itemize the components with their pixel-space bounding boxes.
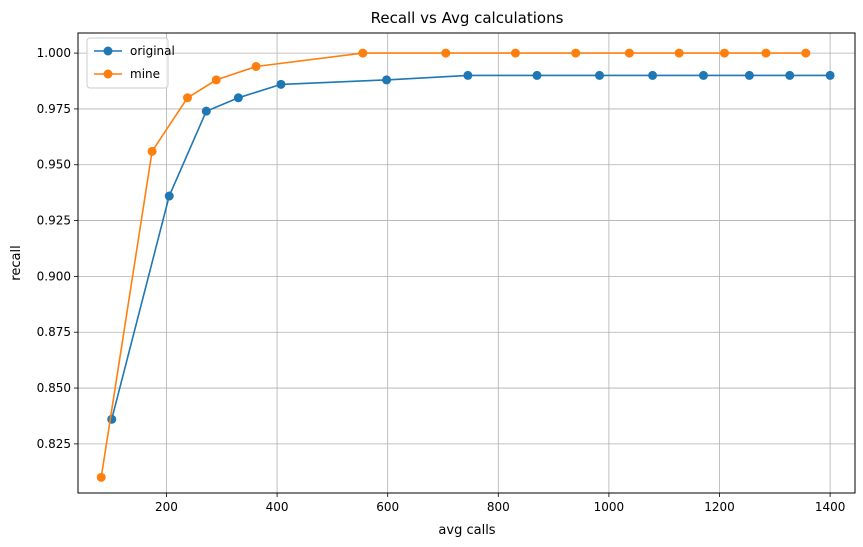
x-tick-label: 200 [155,500,178,514]
x-tick-label: 1000 [594,500,625,514]
y-tick-label: 1.000 [37,46,71,60]
y-tick-label: 0.925 [37,214,71,228]
data-point [382,75,392,85]
legend-marker [103,46,113,56]
plot-frame [77,32,856,494]
legend-label: mine [130,67,160,81]
data-point [164,191,174,201]
data-point [510,48,520,58]
data-point [761,48,771,58]
y-axis-label: recall [9,245,24,280]
legend-marker [103,69,113,79]
y-tick-label: 0.850 [37,381,71,395]
series-line [100,52,806,478]
legend-label: original [130,44,175,58]
data-point [201,106,211,116]
data-point [147,146,157,156]
legend: original mine [86,37,175,89]
y-tick-label: 0.900 [37,269,71,283]
data-point [276,79,286,89]
x-axis: 200 400 600 800 1000 1200 1400 [155,493,845,514]
x-tick-label: 400 [266,500,289,514]
data-point [441,48,451,58]
series-layer [96,48,835,482]
data-point [648,70,658,80]
data-point [532,70,542,80]
data-point [744,70,754,80]
y-tick-label: 0.950 [37,158,71,172]
y-tick-label: 0.975 [37,102,71,116]
data-point [698,70,708,80]
series-mine [96,48,811,482]
grid [78,33,855,493]
data-point [825,70,835,80]
data-point [182,93,192,103]
x-axis-label: avg calls [438,523,495,538]
data-point [674,48,684,58]
data-point [211,75,221,85]
series-original [107,70,835,424]
x-tick-label: 800 [487,500,510,514]
chart-title: Recall vs Avg calculations [371,9,564,27]
data-point [785,70,795,80]
data-point [463,70,473,80]
x-tick-label: 1400 [815,500,846,514]
data-point [801,48,811,58]
x-tick-label: 600 [376,500,399,514]
y-tick-label: 0.875 [37,325,71,339]
y-tick-label: 0.825 [37,437,71,451]
series-line [110,74,831,420]
data-point [595,70,605,80]
data-point [624,48,634,58]
data-point [251,61,261,71]
x-tick-label: 1200 [704,500,735,514]
data-point [571,48,581,58]
data-point [96,472,106,482]
data-point [233,93,243,103]
data-point [719,48,729,58]
y-axis: 0.825 0.850 0.875 0.900 0.925 0.950 0.975 1.000 [37,46,78,451]
data-point [358,48,368,58]
data-point [107,414,117,424]
